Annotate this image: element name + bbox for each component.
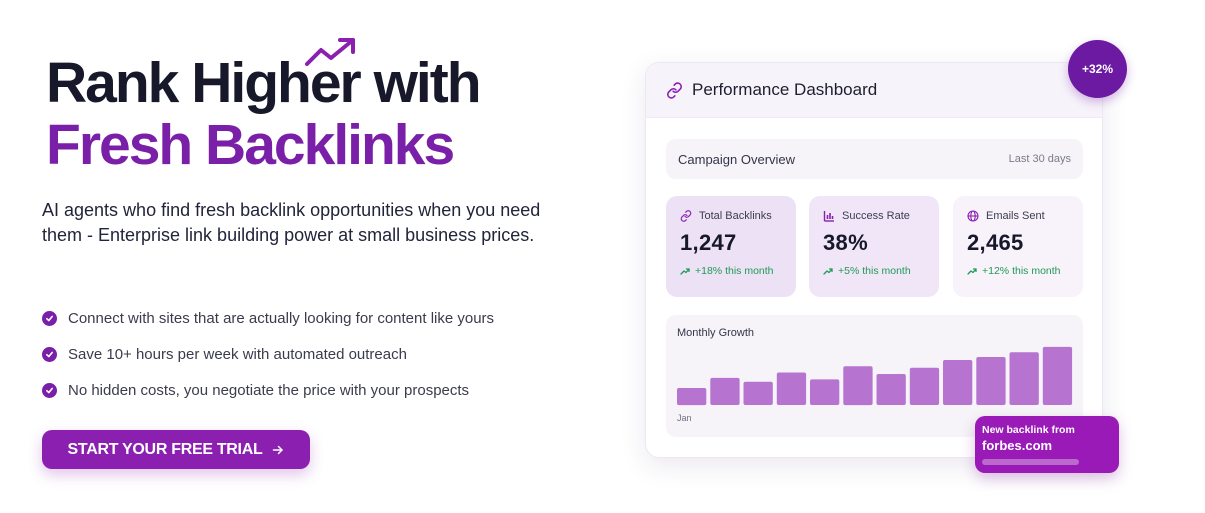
check-circle-icon: [42, 382, 57, 398]
stat-card-success-rate: Success Rate 38% +5% this month: [809, 196, 939, 297]
link-icon: [667, 81, 682, 99]
date-range-label: Last 30 days: [1008, 153, 1071, 165]
stat-value: 2,465: [967, 230, 1024, 255]
feature-list: Connect with sites that are actually loo…: [42, 300, 494, 408]
feature-text: No hidden costs, you negotiate the price…: [68, 381, 470, 399]
trending-up-icon: [305, 38, 355, 66]
feature-text: Save 10+ hours per week with automated o…: [68, 345, 407, 363]
stat-value: 38%: [823, 230, 868, 255]
x-axis-label: Jan: [677, 413, 692, 423]
notification-domain: forbes.com: [982, 438, 1053, 453]
growth-bar: [1009, 352, 1039, 405]
dashboard-header: Performance Dashboard: [646, 63, 1102, 118]
growth-bar: [677, 388, 707, 406]
trending-up-icon: [967, 268, 977, 275]
trending-up-icon: [680, 268, 690, 275]
dashboard-title: Performance Dashboard: [692, 80, 878, 99]
stat-change-text: +12% this month: [982, 265, 1061, 277]
growth-bar: [876, 374, 906, 405]
campaign-overview-bar: Campaign Overview Last 30 days: [666, 139, 1083, 179]
globe-icon: [967, 210, 979, 222]
check-circle-icon: [42, 310, 57, 326]
stat-change: +5% this month: [823, 265, 925, 277]
stat-card-total-backlinks: Total Backlinks 1,247 +18% this month: [666, 196, 796, 297]
growth-badge: +32%: [1068, 40, 1127, 98]
growth-bar: [743, 381, 773, 405]
stat-label: Emails Sent: [986, 210, 1045, 222]
stat-value: 1,247: [680, 230, 737, 255]
new-backlink-notification: New backlink from forbes.com: [975, 416, 1119, 473]
hero-title-line1: Rank Higher with: [46, 51, 482, 115]
stat-label: Success Rate: [842, 210, 910, 222]
notification-title: New backlink from: [982, 424, 1075, 436]
notification-progress: [982, 459, 1079, 465]
growth-bar: [943, 360, 973, 405]
feature-item: Save 10+ hours per week with automated o…: [42, 336, 494, 372]
arrow-right-icon: [273, 445, 284, 454]
growth-bar: [843, 366, 873, 406]
growth-bar: [776, 372, 807, 405]
check-circle-icon: [42, 346, 57, 362]
stat-change-text: +5% this month: [838, 265, 911, 277]
growth-bars: [677, 346, 1073, 406]
cta-label: START YOUR FREE TRIAL: [67, 440, 263, 458]
growth-bar: [976, 357, 1006, 405]
stat-change-text: +18% this month: [695, 265, 774, 277]
start-free-trial-button[interactable]: START YOUR FREE TRIAL: [42, 430, 310, 469]
campaign-overview-title: Campaign Overview: [678, 151, 796, 167]
hero-title: Rank Higher with Fresh Backlinks: [40, 51, 482, 177]
stat-label-row: Total Backlinks: [680, 210, 782, 222]
hero-title-line2: Fresh Backlinks: [40, 113, 458, 177]
chart-title: Monthly Growth: [677, 327, 755, 339]
growth-bar: [810, 379, 840, 405]
growth-bar: [710, 377, 740, 405]
feature-item: No hidden costs, you negotiate the price…: [42, 372, 494, 408]
performance-dashboard-card: Performance Dashboard Campaign Overview …: [645, 62, 1103, 458]
trending-up-icon: [823, 268, 833, 275]
stat-change: +18% this month: [680, 265, 782, 277]
stat-label-row: Success Rate: [823, 210, 925, 222]
hero-title-line2-text: Fresh Backlinks: [46, 113, 455, 177]
stat-change: +12% this month: [967, 265, 1069, 277]
growth-bar: [1042, 346, 1073, 405]
stat-label: Total Backlinks: [699, 210, 772, 222]
growth-bar: [909, 367, 940, 405]
hero-section: Rank Higher with Fresh Backlinks AI agen…: [40, 0, 582, 513]
stat-label-row: Emails Sent: [967, 210, 1069, 222]
link-icon: [680, 210, 692, 222]
stat-card-emails-sent: Emails Sent 2,465 +12% this month: [953, 196, 1083, 297]
feature-text: Connect with sites that are actually loo…: [68, 309, 495, 327]
hero-description: AI agents who find fresh backlink opport…: [42, 200, 541, 245]
bar-chart-icon: [823, 211, 834, 222]
feature-item: Connect with sites that are actually loo…: [42, 300, 494, 336]
